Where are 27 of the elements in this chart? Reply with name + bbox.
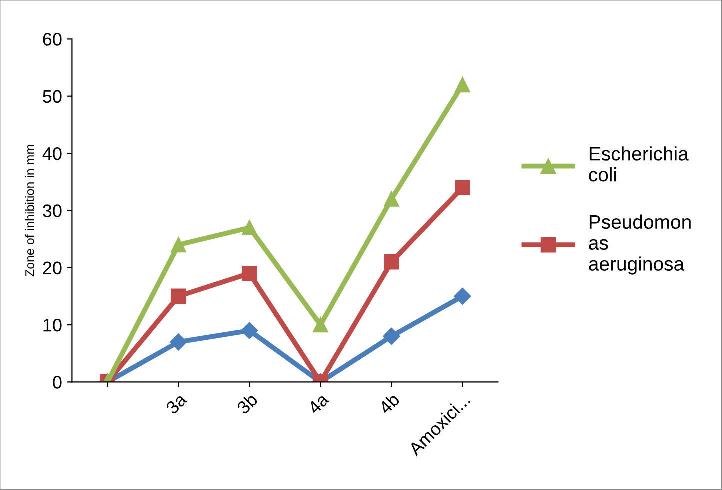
- y-tick-label: 40: [42, 147, 62, 160]
- point: [313, 317, 328, 333]
- point: [384, 254, 400, 270]
- y-tick-label: 60: [43, 33, 62, 46]
- x-tick-label: 4a: [307, 392, 330, 416]
- point: [242, 266, 258, 282]
- point: [171, 237, 186, 253]
- y-axis-title: Zone of inhibition in mm: [25, 145, 34, 277]
- point: [383, 328, 400, 346]
- y-tick-label: 50: [43, 90, 62, 104]
- point: [454, 288, 472, 305]
- point: [170, 334, 188, 351]
- y-tick-label: 0: [53, 376, 62, 389]
- y-tick-label: 20: [43, 262, 62, 275]
- x-tick-label: 4b: [378, 392, 401, 416]
- legend-label: Pseudomon as aeruginosa: [589, 214, 691, 275]
- point: [241, 322, 258, 340]
- legend-label: Escherichia coli: [589, 146, 689, 182]
- x-tick-label: 3b: [236, 392, 259, 416]
- point: [242, 220, 258, 236]
- point: [455, 77, 470, 93]
- point: [171, 288, 186, 304]
- point: [455, 180, 470, 196]
- y-tick-label: 30: [43, 204, 62, 218]
- point: [384, 192, 400, 207]
- x-tick-label: 3a: [165, 392, 188, 416]
- y-tick-label: 10: [44, 318, 62, 332]
